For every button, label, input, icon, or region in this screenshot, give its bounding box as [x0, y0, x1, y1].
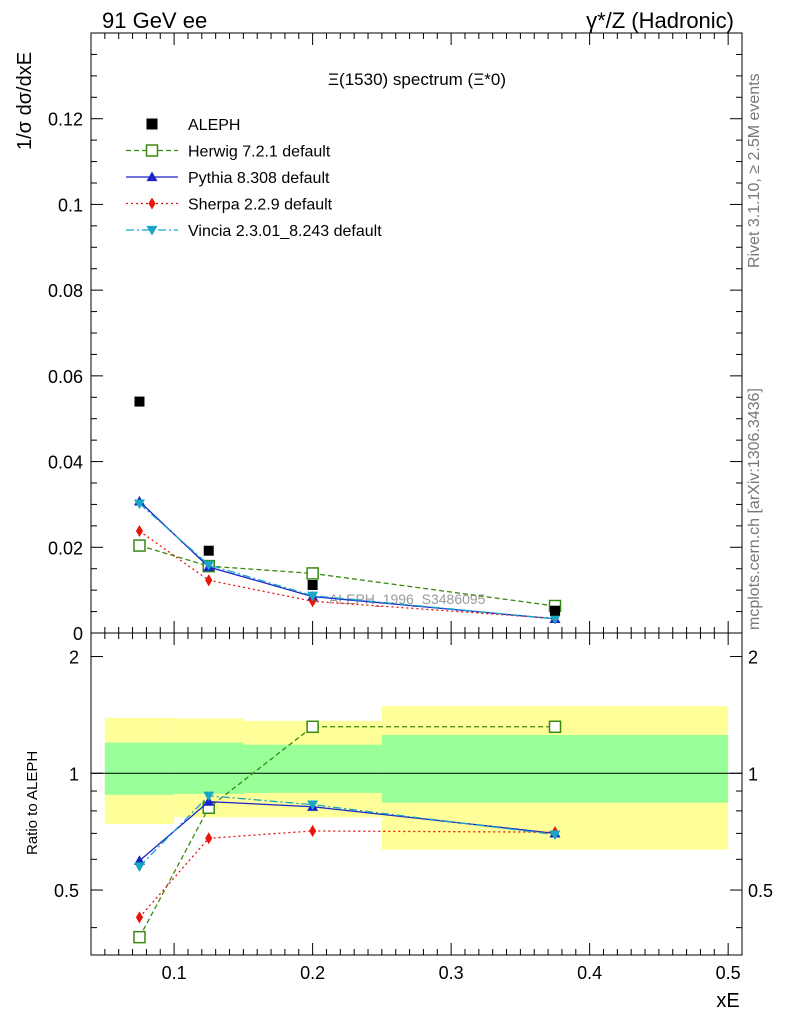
x-tick-label: 0.1 — [162, 963, 187, 983]
main-series-point-2-0 — [135, 524, 144, 538]
process-label: γ*/Z (Hadronic) — [586, 8, 734, 33]
x-tick-label: 0.2 — [300, 963, 325, 983]
x-tick-label: 0.4 — [577, 963, 602, 983]
uncertainty-band-inner-1 — [174, 742, 244, 794]
main-series-point-3-3 — [549, 614, 561, 625]
main-panel: Ξ(1530) spectrum (Ξ*0) 1/σ dσ/dxE ALEPH_… — [14, 32, 743, 644]
ratio-y-tick-label-right: 2 — [748, 648, 758, 668]
ratio-series-point-3-2 — [307, 800, 319, 811]
legend-label-4: Vincia 2.3.01_8.243 default — [188, 223, 382, 240]
legend-label-2: Pythia 8.308 default — [188, 170, 330, 187]
reference-watermark: ALEPH_1996_S3486095 — [329, 591, 486, 607]
legend-label-1: Herwig 7.2.1 default — [188, 144, 331, 161]
ratio-series-point-0-0 — [133, 930, 146, 944]
y-tick-label: 0.1 — [58, 195, 83, 215]
y-tick-label: 0.12 — [48, 110, 83, 130]
ratio-plot-frame — [90, 632, 743, 956]
ratio-panel: Ratio to ALEPH xE 0.1 0.2 0.3 0.4 0.5 0.5 0.5 1… — [24, 632, 773, 1012]
legend: ALEPH Herwig 7.2.1 default Pythia 8.308 de… — [126, 117, 382, 240]
legend-label-3: Sherpa 2.2.9 default — [188, 197, 333, 214]
y-tick-label: 0 — [73, 624, 83, 644]
main-series-point-3-2 — [307, 591, 319, 602]
ratio-series-line-3 — [139, 795, 556, 867]
uncertainty-band-inner-2 — [243, 744, 382, 793]
ratio-series-point-3-3 — [549, 830, 561, 841]
ratio-y-axis-label: Ratio to ALEPH — [24, 751, 41, 855]
ratio-series-point-2-0 — [135, 911, 144, 924]
ratio-y-tick-label-left: 0.5 — [54, 881, 79, 901]
legend-marker-4 — [146, 225, 158, 236]
ratio-series-point-0-3 — [548, 720, 562, 734]
ratio-series-point-3-1 — [203, 791, 215, 802]
main-y-axis-label: 1/σ dσ/dxE — [14, 52, 36, 150]
energy-label: 91 GeV ee — [102, 8, 208, 33]
data-point-2 — [307, 580, 318, 590]
x-tick-label: 0.5 — [716, 963, 741, 983]
legend-marker-2 — [146, 171, 158, 182]
main-series-line-0 — [139, 544, 556, 607]
ratio-series-point-3-0 — [133, 862, 145, 873]
ratio-y-tick-label-left: 1 — [69, 764, 79, 784]
ratio-y-tick-label-left: 2 — [69, 648, 79, 668]
y-tick-label: 0.04 — [48, 453, 83, 473]
ratio-series-line-0 — [138, 726, 556, 938]
main-series-point-0-0 — [133, 539, 146, 552]
legend-label-0: ALEPH — [188, 117, 240, 134]
main-series-point-2-1 — [205, 574, 213, 587]
main-series-point-3-1 — [203, 560, 215, 571]
main-series-point-3-0 — [133, 499, 145, 510]
x-tick-label: 0.3 — [439, 963, 464, 983]
data-point-1 — [203, 545, 214, 556]
data-point-0 — [134, 396, 145, 407]
ratio-series-line-2 — [138, 830, 556, 918]
main-series-point-2-2 — [309, 595, 317, 608]
main-plot-title: Ξ(1530) spectrum (Ξ*0) — [328, 70, 506, 89]
y-tick-label: 0.06 — [48, 367, 83, 387]
uncertainty-band-inner-0 — [104, 742, 175, 795]
ratio-series-point-0-2 — [306, 720, 319, 734]
data-point-3 — [550, 605, 561, 616]
ratio-y-tick-label-right: 0.5 — [748, 881, 773, 901]
ratio-y-tick-label-right: 1 — [748, 764, 758, 784]
main-series-line-3 — [139, 503, 556, 620]
y-tick-label: 0.02 — [48, 538, 83, 558]
y-tick-label: 0.08 — [48, 281, 83, 301]
ratio-series-point-2-1 — [205, 832, 213, 845]
legend-marker-0 — [146, 118, 158, 130]
uncertainty-band-inner-3 — [381, 735, 729, 803]
legend-marker-1 — [145, 144, 159, 157]
legend-marker-3 — [148, 197, 156, 210]
main-series-point-0-2 — [306, 567, 319, 580]
x-axis-label: xE — [716, 990, 739, 1012]
ratio-series-point-2-2 — [309, 824, 317, 838]
